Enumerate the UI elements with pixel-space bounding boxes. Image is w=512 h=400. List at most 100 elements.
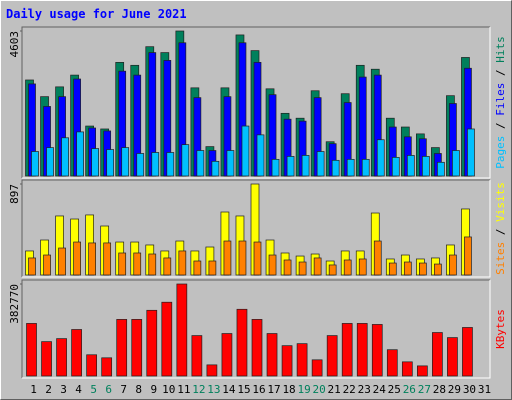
legend-separator: / <box>494 116 507 136</box>
bar <box>148 253 157 276</box>
bar <box>268 254 277 276</box>
legend: Sites / Visits <box>494 182 507 275</box>
bar <box>419 262 427 276</box>
x-tick-label: 2 <box>45 383 52 396</box>
bar <box>301 155 310 177</box>
y-tick-label: 4603 <box>8 31 21 58</box>
bar <box>226 150 235 177</box>
bar <box>253 241 262 276</box>
bar <box>437 161 445 177</box>
legend-separator: / <box>494 63 507 83</box>
bar <box>283 259 292 276</box>
bar <box>31 151 39 177</box>
plot-bevel <box>22 27 491 179</box>
bar <box>331 159 340 177</box>
bar <box>388 262 397 276</box>
x-tick-label: 31 <box>478 383 491 396</box>
bar <box>61 137 69 177</box>
bar <box>176 283 188 377</box>
x-tick-label: 3 <box>60 383 67 396</box>
x-tick-label: 17 <box>267 383 280 396</box>
bar <box>462 327 473 377</box>
bar <box>296 343 308 377</box>
y-tick-label: 897 <box>8 184 21 204</box>
bar <box>106 149 115 177</box>
x-tick-label: 15 <box>237 383 250 396</box>
bar <box>91 148 99 177</box>
bar <box>356 323 368 377</box>
x-tick-label: 9 <box>150 383 157 396</box>
bar <box>241 125 250 177</box>
x-tick-label: 22 <box>343 383 356 396</box>
legend-entry: Hits <box>494 36 507 63</box>
x-tick-label: 5 <box>90 383 97 396</box>
x-tick-label: 27 <box>418 383 431 396</box>
bar <box>103 242 112 276</box>
bar <box>116 319 128 377</box>
legend-entry: KBytes <box>494 309 507 349</box>
bar <box>223 240 232 276</box>
bar <box>101 357 113 377</box>
bar <box>181 144 190 177</box>
legend: Pages / Files / Hits <box>494 36 507 169</box>
bar <box>238 240 247 276</box>
x-tick-label: 7 <box>120 383 127 396</box>
bar <box>236 308 248 377</box>
x-tick-label: 13 <box>207 383 220 396</box>
bar <box>221 333 233 377</box>
chart-title: Daily usage for June 2021 <box>6 7 187 21</box>
bar <box>403 261 412 276</box>
legend-separator: / <box>494 222 507 242</box>
bar <box>326 335 338 377</box>
plot-bevel <box>22 280 491 379</box>
x-tick-label: 25 <box>388 383 401 396</box>
legend: KBytes <box>494 309 507 349</box>
bar <box>88 242 96 276</box>
x-tick-label: 10 <box>162 383 175 396</box>
bar <box>26 323 37 377</box>
bar <box>166 152 175 177</box>
bar <box>373 240 382 276</box>
x-tick-label: 16 <box>252 383 265 396</box>
bar <box>447 337 458 377</box>
bar <box>196 150 205 177</box>
bar <box>86 354 97 377</box>
bar <box>121 147 130 177</box>
bar <box>206 364 218 377</box>
bar <box>328 264 337 276</box>
bar <box>346 158 355 177</box>
plot-bevel <box>21 279 490 378</box>
bar <box>391 157 400 177</box>
bar <box>58 247 66 276</box>
bar <box>71 329 82 377</box>
x-tick-label: 19 <box>297 383 310 396</box>
x-tick-label: 21 <box>328 383 341 396</box>
bar <box>422 156 430 177</box>
bar <box>28 257 36 276</box>
bar <box>406 155 415 177</box>
bar <box>452 150 460 177</box>
bar <box>56 338 67 377</box>
bar <box>208 260 217 276</box>
x-tick-label: 29 <box>448 383 461 396</box>
x-tick-label: 14 <box>222 383 236 396</box>
bar <box>266 333 278 377</box>
bar <box>376 139 385 177</box>
bar <box>133 252 142 276</box>
bar <box>193 260 202 276</box>
bar <box>46 147 54 177</box>
legend-entry: Pages <box>494 136 507 169</box>
bar <box>286 156 295 177</box>
x-tick-label: 12 <box>192 383 205 396</box>
bar <box>163 257 172 276</box>
x-tick-label: 24 <box>373 383 387 396</box>
bar <box>271 158 280 177</box>
bar <box>361 158 370 177</box>
legend-entry: Files <box>494 83 507 116</box>
plot-bevel <box>22 180 491 278</box>
bar <box>41 341 52 377</box>
bar <box>341 323 353 377</box>
bar <box>43 254 51 276</box>
x-tick-label: 30 <box>463 383 476 396</box>
